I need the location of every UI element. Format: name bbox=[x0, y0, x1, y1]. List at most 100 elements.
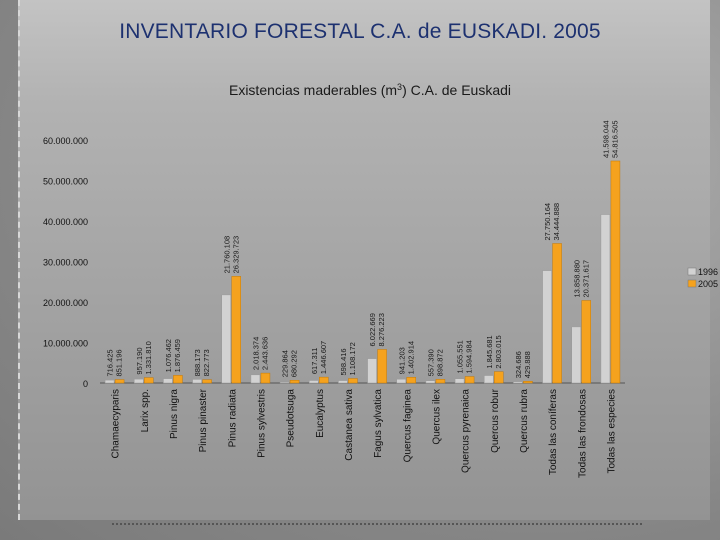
x-tick-label: Quercus faginea bbox=[402, 389, 413, 463]
bar-value-1996: 941.203 bbox=[397, 347, 406, 374]
bar-2005 bbox=[348, 378, 358, 384]
legend-label-2005: 2005 bbox=[698, 279, 718, 289]
bar-1996 bbox=[192, 379, 202, 384]
bar-value-2005: 1.446.607 bbox=[319, 341, 328, 374]
bar-value-label: 27.750.16434.444.888 bbox=[543, 203, 561, 241]
bar-2005 bbox=[289, 379, 300, 384]
y-tick-label: 0 bbox=[83, 379, 88, 389]
bar-value-2005: 851.196 bbox=[115, 349, 124, 376]
bar-2005 bbox=[406, 377, 416, 384]
plot-area: 0 10.000.000 20.000.000 30.000.000 40.000.00… bbox=[43, 120, 625, 478]
footer-divider bbox=[112, 523, 642, 525]
x-tick-label: Pinus sylvestris bbox=[256, 389, 267, 458]
bar-value-2005: 1.331.810 bbox=[144, 341, 153, 374]
bar-value-2005: 54.816.505 bbox=[610, 120, 619, 158]
bar-value-1996: 324.686 bbox=[514, 351, 523, 378]
bar-value-1996: 2.018.374 bbox=[251, 337, 260, 370]
bar-value-2005: 26.329.723 bbox=[231, 236, 240, 274]
bar-1996 bbox=[134, 378, 144, 384]
x-tick-label: Todas las frondosas bbox=[577, 389, 588, 478]
x-tick-label: Quercus robur bbox=[490, 388, 501, 453]
bar-1996 bbox=[309, 380, 319, 384]
chart-title-text: Existencias maderables (m bbox=[229, 82, 397, 98]
bar-value-1996: 6.022.669 bbox=[368, 313, 377, 346]
chart-title: Existencias maderables (m3) C.A. de Eusk… bbox=[229, 82, 511, 98]
bar-value-label: 13.858.88020.371.617 bbox=[572, 260, 590, 298]
bar-value-label: 41.598.04454.816.505 bbox=[601, 120, 619, 158]
bar-2005 bbox=[610, 160, 621, 384]
bar-1996 bbox=[571, 326, 581, 384]
legend-swatch-2005 bbox=[687, 279, 697, 288]
x-tick-label: Quercus ilex bbox=[431, 389, 442, 445]
bar-value-2005: 34.444.888 bbox=[552, 203, 561, 241]
bar-value-2005: 680.292 bbox=[290, 350, 299, 377]
y-tick-label: 60.000.000 bbox=[43, 136, 88, 146]
bar-1996 bbox=[279, 381, 290, 384]
bar-1996 bbox=[104, 379, 115, 384]
bar-1996 bbox=[396, 378, 406, 384]
chart-title-superscript: 3 bbox=[397, 82, 402, 92]
bar-2005 bbox=[552, 243, 562, 384]
legend-label-1996: 1996 bbox=[698, 267, 718, 277]
bar-1996 bbox=[600, 214, 611, 384]
chart-title-suffix: ) C.A. de Euskadi bbox=[402, 82, 511, 98]
bar-value-label: 598.4161.108.172 bbox=[339, 342, 357, 375]
bar-value-label: 617.3111.446.607 bbox=[310, 341, 328, 374]
bar-2005 bbox=[494, 371, 504, 384]
bar-1996 bbox=[221, 294, 231, 384]
bar-2005 bbox=[260, 372, 271, 384]
x-tick-label: Fagus sylvatica bbox=[373, 389, 384, 458]
bar-1996 bbox=[338, 380, 348, 384]
bar-value-1996: 27.750.164 bbox=[543, 203, 552, 241]
bar-value-1996: 1.845.681 bbox=[485, 335, 494, 368]
bar-value-1996: 557.390 bbox=[426, 349, 435, 376]
y-tick-label: 20.000.000 bbox=[43, 298, 88, 308]
bar-value-2005: 1.876.459 bbox=[173, 339, 182, 372]
bar-value-label: 716.425851.196 bbox=[106, 349, 124, 376]
page-title: INVENTARIO FORESTAL C.A. de EUSKADI. 200… bbox=[119, 20, 601, 43]
bar-value-1996: 957.190 bbox=[135, 347, 144, 374]
bar-value-2005: 2.803.015 bbox=[494, 335, 503, 368]
bar-value-1996: 229.864 bbox=[281, 350, 290, 377]
bar-1996 bbox=[484, 375, 494, 384]
bar-value-2005: 1.108.172 bbox=[348, 342, 357, 375]
bar-value-label: 6.022.6698.276.223 bbox=[368, 313, 386, 346]
bar-2005 bbox=[144, 377, 154, 384]
bar-value-1996: 617.311 bbox=[310, 348, 319, 375]
bar-1996 bbox=[542, 270, 552, 384]
bar-value-1996: 13.858.880 bbox=[572, 260, 581, 298]
bar-value-1996: 598.416 bbox=[339, 348, 348, 375]
x-tick-label: Quercus rubra bbox=[519, 389, 530, 453]
bar-2005 bbox=[377, 349, 387, 384]
y-tick-label: 10.000.000 bbox=[43, 339, 88, 349]
x-tick-label: Larix spp. bbox=[140, 389, 151, 432]
bar-value-label: 1.055.5511.594.984 bbox=[456, 340, 474, 373]
bar-value-label: 229.864680.292 bbox=[281, 350, 299, 377]
bar-1996 bbox=[454, 378, 465, 384]
bar-2005 bbox=[435, 379, 446, 384]
bar-value-label: 1.845.6812.803.015 bbox=[485, 335, 503, 368]
bar-value-2005: 898.872 bbox=[435, 349, 444, 376]
bar-2005 bbox=[523, 381, 533, 384]
y-tick-label: 30.000.000 bbox=[43, 258, 88, 268]
bar-value-label: 1.076.4621.876.459 bbox=[164, 339, 182, 372]
bar-value-2005: 20.371.617 bbox=[581, 260, 590, 298]
x-tick-label: Pinus radiata bbox=[227, 389, 238, 448]
x-tick-label: Pseudotsuga bbox=[286, 389, 297, 448]
bar-value-1996: 41.598.044 bbox=[601, 120, 610, 158]
bar-2005 bbox=[231, 276, 241, 384]
bar-value-label: 557.390898.872 bbox=[426, 349, 444, 376]
bar-value-label: 324.686429.888 bbox=[514, 351, 532, 378]
bar-value-2005: 8.276.223 bbox=[377, 313, 386, 346]
x-tick-label: Castanea sativa bbox=[344, 389, 355, 461]
bar-value-label: 888.173822.773 bbox=[193, 349, 211, 376]
bar-2005 bbox=[464, 376, 475, 384]
bar-1996 bbox=[425, 380, 436, 384]
bar-1996 bbox=[163, 378, 173, 384]
bar-1996 bbox=[250, 374, 261, 384]
bar-value-label: 957.1901.331.810 bbox=[135, 341, 153, 374]
bar-2005 bbox=[581, 300, 591, 384]
bar-value-1996: 1.055.551 bbox=[456, 340, 465, 373]
legend-swatch-1996 bbox=[687, 267, 697, 276]
x-tick-label: Pinus pinaster bbox=[198, 388, 209, 452]
